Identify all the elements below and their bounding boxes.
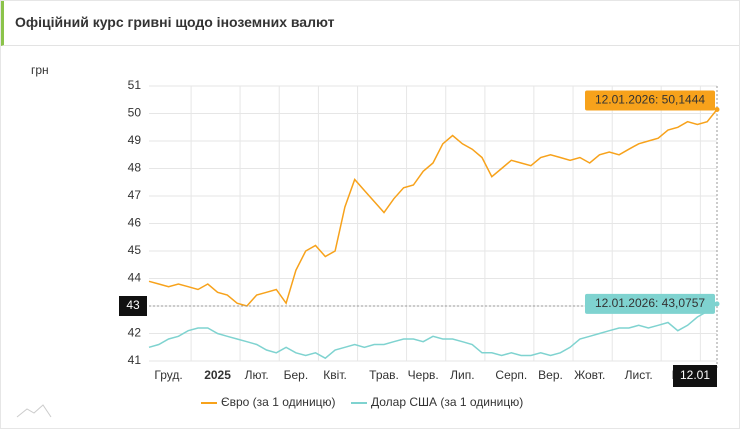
y-tick-label: 50: [128, 106, 142, 120]
y-tick-label: 47: [128, 188, 142, 202]
x-tick-label: Квіт.: [323, 368, 347, 382]
chart: грн 41 42 43 44 45 46 47 48 49 50 51 Груд. 2025 Лют. Бе…: [16, 63, 720, 418]
logo: [16, 404, 52, 418]
x-tick-label: 2025: [204, 368, 231, 382]
x-tick-label: Черв.: [408, 368, 439, 382]
y-tick-label: 41: [128, 353, 142, 367]
x-tick-label: Груд.: [154, 368, 182, 382]
x-tick-label: Серп.: [495, 368, 527, 382]
crosshair-x-label: 12.01: [680, 368, 710, 382]
y-tick-label: 48: [128, 161, 142, 175]
annotation-box: [585, 293, 715, 314]
x-tick-label: Лист.: [625, 368, 653, 382]
x-tick-label: Бер.: [284, 368, 309, 382]
y-tick-label: 42: [128, 326, 142, 340]
y-tick-label: 51: [128, 78, 142, 92]
annotation: 12.01.2026: 50,1444: [595, 93, 705, 107]
y-tick-label: 45: [128, 243, 142, 257]
end-point: [714, 107, 720, 113]
y-tick-label: 46: [128, 216, 142, 230]
x-tick-label: Вер.: [538, 368, 563, 382]
legend-label: Долар США (за 1 одиницю): [371, 395, 523, 409]
x-tick-label: Лют.: [245, 368, 269, 382]
annotation-box: [585, 90, 715, 111]
crosshair-y-box: [119, 296, 147, 316]
x-tick-label: Жовт.: [574, 368, 605, 382]
crosshair-y-label: 43: [126, 298, 140, 312]
legend-label: Євро (за 1 одиницю): [221, 395, 336, 409]
y-tick-label: 49: [128, 133, 142, 147]
series-line: [148, 109, 718, 307]
y-tick-label: 44: [128, 271, 142, 285]
x-tick-label: Лип.: [450, 368, 474, 382]
end-point: [714, 301, 720, 307]
series-line: [148, 303, 718, 360]
header: Офіційний курс гривні щодо іноземних вал…: [1, 1, 739, 46]
crosshair-x-box: [673, 365, 717, 387]
header-title: Офіційний курс гривні щодо іноземних вал…: [15, 14, 335, 30]
x-tick-label: Трав.: [369, 368, 399, 382]
annotation: 12.01.2026: 43,0757: [595, 296, 705, 310]
y-axis-label: грн: [31, 63, 49, 77]
